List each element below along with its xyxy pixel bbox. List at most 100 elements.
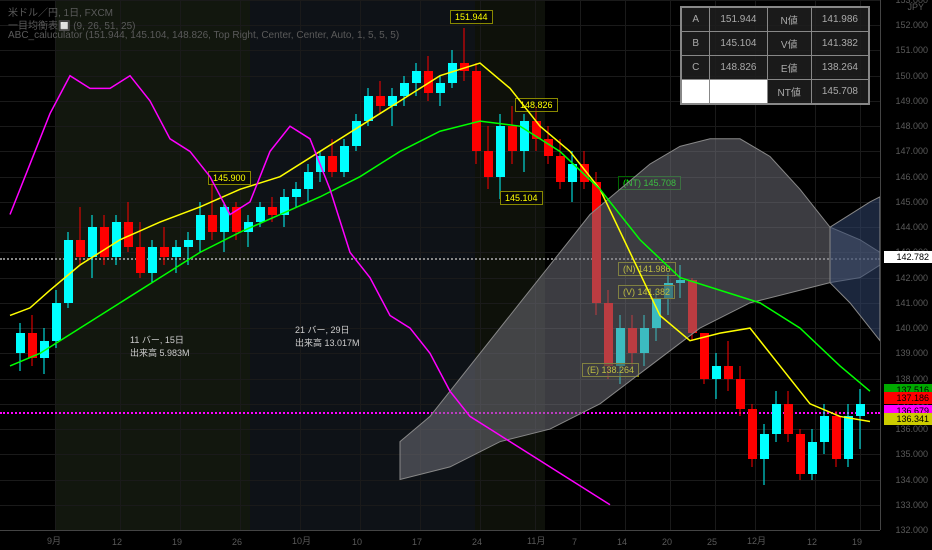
candle[interactable] <box>160 0 169 530</box>
candle[interactable] <box>292 0 301 530</box>
chart-annotation[interactable]: 151.944 <box>450 10 493 24</box>
candle[interactable] <box>496 0 505 530</box>
candle[interactable] <box>364 0 373 530</box>
candle[interactable] <box>604 0 613 530</box>
candle[interactable] <box>100 0 109 530</box>
y-tick-label: 150.000 <box>895 71 928 81</box>
candle[interactable] <box>280 0 289 530</box>
candle[interactable] <box>460 0 469 530</box>
info-cell: E値 <box>767 56 811 80</box>
x-tick-label: 12月 <box>747 534 766 547</box>
x-tick-label: 20 <box>662 537 672 547</box>
y-tick-label: 144.000 <box>895 222 928 232</box>
candle[interactable] <box>388 0 397 530</box>
x-axis: 9月12192610月10172411月714202512月1219 <box>0 530 880 550</box>
y-tick-label: 147.000 <box>895 146 928 156</box>
volume-bars-label: 11 バー, 15日 <box>130 333 190 346</box>
chart-annotation[interactable]: 148.826 <box>515 98 558 112</box>
candle[interactable] <box>316 0 325 530</box>
candle[interactable] <box>256 0 265 530</box>
candle[interactable] <box>64 0 73 530</box>
x-tick-label: 12 <box>112 537 122 547</box>
y-tick-label: 149.000 <box>895 96 928 106</box>
candle[interactable] <box>412 0 421 530</box>
candle[interactable] <box>184 0 193 530</box>
candle[interactable] <box>568 0 577 530</box>
candle[interactable] <box>52 0 61 530</box>
candle[interactable] <box>472 0 481 530</box>
chart-annotation[interactable]: (E) 138.264 <box>582 363 639 377</box>
x-tick-label: 26 <box>232 537 242 547</box>
candle[interactable] <box>592 0 601 530</box>
x-tick-label: 11月 <box>527 534 545 547</box>
candle[interactable] <box>88 0 97 530</box>
y-tick-label: 145.000 <box>895 197 928 207</box>
candle[interactable] <box>520 0 529 530</box>
candle[interactable] <box>76 0 85 530</box>
candle[interactable] <box>436 0 445 530</box>
abc-info-table: A151.944N値141.986B145.104V値141.382C148.8… <box>680 6 870 105</box>
y-tick-label: 136.000 <box>895 424 928 434</box>
candle[interactable] <box>136 0 145 530</box>
info-cell: 145.104 <box>710 32 767 56</box>
volume-annotation: 11 バー, 15日出来高 5.983M <box>130 333 190 359</box>
info-cell: 148.826 <box>710 56 767 80</box>
candle[interactable] <box>424 0 433 530</box>
chart-annotation[interactable]: 145.900 <box>208 171 251 185</box>
candle[interactable] <box>148 0 157 530</box>
chart-annotation[interactable]: 145.104 <box>500 191 543 205</box>
chart-annotation[interactable]: (NT) 145.708 <box>618 176 681 190</box>
chart-annotation[interactable]: (V) 141.382 <box>618 285 675 299</box>
y-tick-label: 132.000 <box>895 525 928 535</box>
candle[interactable] <box>340 0 349 530</box>
candle[interactable] <box>352 0 361 530</box>
x-tick-label: 10 <box>352 537 362 547</box>
x-tick-label: 24 <box>472 537 482 547</box>
volume-bars-label: 21 バー, 29日 <box>295 323 360 336</box>
candle[interactable] <box>448 0 457 530</box>
info-cell <box>682 80 710 104</box>
candle[interactable] <box>328 0 337 530</box>
candle[interactable] <box>304 0 313 530</box>
candle[interactable] <box>172 0 181 530</box>
candle[interactable] <box>268 0 277 530</box>
info-cell: V値 <box>767 32 811 56</box>
candle[interactable] <box>124 0 133 530</box>
candle[interactable] <box>400 0 409 530</box>
x-tick-label: 14 <box>617 537 627 547</box>
y-tick-label: 140.000 <box>895 323 928 333</box>
y-tick-label: 139.000 <box>895 348 928 358</box>
candle[interactable] <box>532 0 541 530</box>
candle[interactable] <box>580 0 589 530</box>
candle[interactable] <box>508 0 517 530</box>
candle[interactable] <box>208 0 217 530</box>
candle[interactable] <box>556 0 565 530</box>
info-cell: A <box>682 8 710 32</box>
candle[interactable] <box>16 0 25 530</box>
candle[interactable] <box>112 0 121 530</box>
info-cell: 141.986 <box>811 8 868 32</box>
volume-annotation: 21 バー, 29日出来高 13.017M <box>295 323 360 349</box>
candle[interactable] <box>28 0 37 530</box>
info-cell: 141.382 <box>811 32 868 56</box>
y-tick-label: 142.000 <box>895 273 928 283</box>
volume-value-label: 出来高 13.017M <box>295 336 360 349</box>
candle[interactable] <box>40 0 49 530</box>
price-tag: 137.186 <box>884 392 932 404</box>
chart-container[interactable]: 145.900151.944148.826145.104(NT) 145.708… <box>0 0 932 550</box>
candle[interactable] <box>376 0 385 530</box>
candle[interactable] <box>196 0 205 530</box>
x-tick-label: 10月 <box>292 534 311 547</box>
chart-annotation[interactable]: (N) 141.986 <box>618 262 676 276</box>
info-cell: NT値 <box>767 80 811 104</box>
y-tick-label: 146.000 <box>895 172 928 182</box>
candle[interactable] <box>544 0 553 530</box>
price-tag: 136.341 <box>884 413 932 425</box>
x-tick-label: 19 <box>852 537 862 547</box>
x-tick-label: 17 <box>412 537 422 547</box>
candle[interactable] <box>484 0 493 530</box>
info-cell: 151.944 <box>710 8 767 32</box>
candle[interactable] <box>232 0 241 530</box>
candle[interactable] <box>220 0 229 530</box>
candle[interactable] <box>244 0 253 530</box>
